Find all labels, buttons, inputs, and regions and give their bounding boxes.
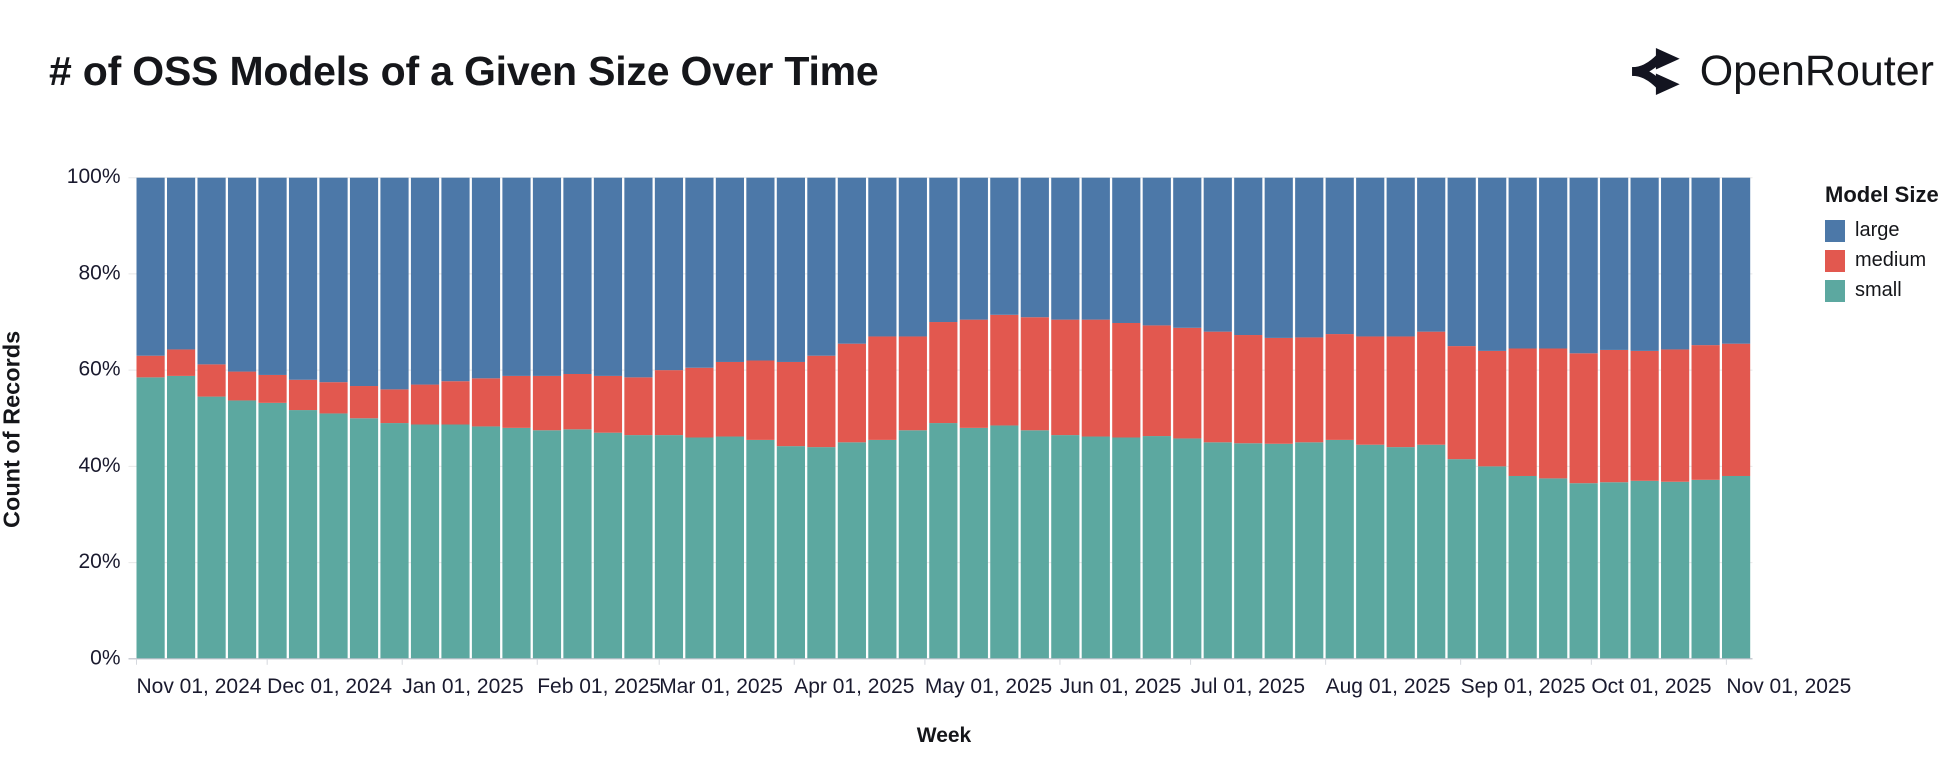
svg-text:20%: 20% bbox=[78, 550, 120, 573]
svg-text:May 01, 2025: May 01, 2025 bbox=[925, 675, 1052, 698]
svg-text:40%: 40% bbox=[78, 454, 120, 477]
svg-text:Jan 01, 2025: Jan 01, 2025 bbox=[402, 675, 523, 698]
svg-text:Oct 01, 2025: Oct 01, 2025 bbox=[1591, 675, 1711, 698]
svg-text:Sep 01, 2025: Sep 01, 2025 bbox=[1461, 675, 1586, 698]
svg-text:Dec 01, 2024: Dec 01, 2024 bbox=[267, 675, 392, 698]
svg-text:100%: 100% bbox=[67, 165, 121, 188]
svg-text:Apr 01, 2025: Apr 01, 2025 bbox=[794, 675, 914, 698]
svg-text:0%: 0% bbox=[90, 646, 120, 669]
svg-text:80%: 80% bbox=[78, 261, 120, 284]
svg-text:Jun 01, 2025: Jun 01, 2025 bbox=[1060, 675, 1181, 698]
svg-text:Aug 01, 2025: Aug 01, 2025 bbox=[1326, 675, 1451, 698]
svg-text:Mar 01, 2025: Mar 01, 2025 bbox=[659, 675, 783, 698]
svg-text:Nov 01, 2025: Nov 01, 2025 bbox=[1726, 675, 1851, 698]
svg-text:Nov 01, 2024: Nov 01, 2024 bbox=[137, 675, 262, 698]
svg-text:Feb 01, 2025: Feb 01, 2025 bbox=[537, 675, 661, 698]
svg-text:60%: 60% bbox=[78, 358, 120, 381]
svg-text:Jul 01, 2025: Jul 01, 2025 bbox=[1191, 675, 1305, 698]
